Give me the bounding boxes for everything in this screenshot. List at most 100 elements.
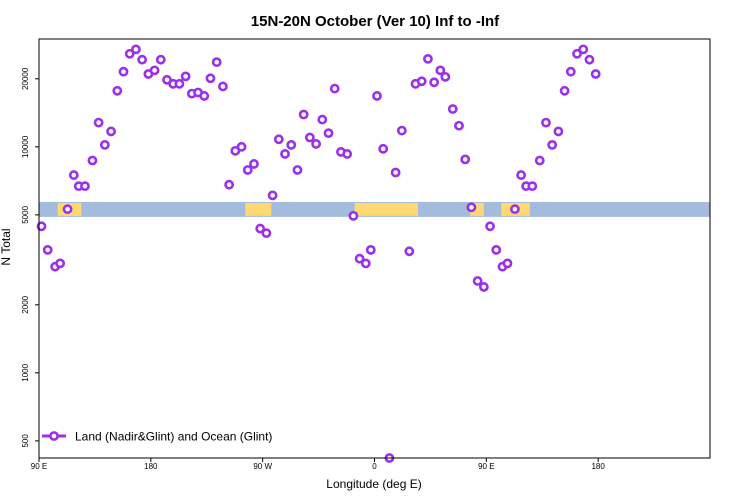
x-axis-ticks: 90 E 180 90 W 0 90 E 180	[31, 458, 605, 471]
data-point	[42, 244, 53, 255]
data-point	[396, 125, 407, 136]
data-point	[390, 167, 401, 178]
data-point	[559, 85, 570, 96]
data-point	[311, 139, 321, 149]
data-point	[378, 143, 389, 154]
legend: Land (Nadir&Glint) and Ocean (Glint)	[42, 430, 272, 444]
y-tick-label: 5000	[21, 205, 30, 223]
data-point	[87, 155, 98, 166]
data-point	[323, 128, 334, 139]
data-point	[304, 132, 315, 143]
data-point	[218, 81, 228, 92]
data-point	[404, 246, 415, 257]
legend-marker	[49, 431, 59, 441]
data-point	[565, 66, 576, 77]
x-tick-label: 90 E	[31, 462, 47, 471]
data-point	[273, 134, 284, 145]
data-point	[112, 85, 123, 96]
data-point	[460, 154, 471, 165]
data-point	[106, 126, 116, 137]
data-point	[68, 170, 79, 180]
legend-label: Land (Nadir&Glint) and Ocean (Glint)	[75, 430, 272, 444]
data-point	[292, 165, 303, 175]
y-tick-label: 10000	[21, 135, 30, 158]
data-point	[435, 65, 446, 76]
data-point	[541, 117, 551, 128]
data-point	[118, 66, 129, 77]
data-point	[329, 83, 340, 94]
data-point	[553, 126, 564, 137]
data-point	[584, 54, 595, 65]
map-strip	[39, 202, 710, 217]
y-tick-label: 20000	[21, 67, 30, 90]
data-point	[578, 44, 589, 55]
data-point	[516, 170, 527, 180]
data-point	[55, 258, 66, 269]
data-point	[205, 73, 216, 84]
x-tick-label: 180	[591, 462, 605, 471]
chart-title: 15N-20N October (Ver 10) Inf to -Inf	[251, 13, 500, 30]
y-axis-label: N Total	[0, 228, 13, 265]
data-point	[423, 53, 433, 64]
data-point	[286, 139, 297, 150]
data-point	[485, 221, 495, 232]
data-point	[348, 210, 359, 221]
data-point	[174, 78, 185, 89]
data-point	[149, 65, 160, 76]
data-point	[267, 190, 278, 201]
data-point	[236, 141, 247, 152]
data-point	[249, 159, 259, 169]
data-point	[80, 181, 90, 192]
data-point	[199, 91, 210, 101]
data-point	[365, 244, 376, 255]
x-tick-label: 0	[372, 462, 377, 471]
y-tick-label: 2000	[21, 295, 30, 313]
data-point	[534, 155, 545, 166]
data-point	[510, 204, 520, 215]
x-tick-label: 90 E	[478, 462, 494, 471]
data-point	[590, 69, 601, 79]
data-point	[440, 71, 451, 82]
data-point	[124, 48, 135, 59]
data-point	[261, 228, 272, 239]
y-axis-ticks: 500 1000 2000 5000 10000 20000	[21, 67, 39, 448]
data-point	[502, 258, 513, 269]
data-point	[131, 44, 141, 55]
x-tick-label: 180	[144, 462, 158, 471]
land-patch	[354, 203, 418, 216]
data-point	[447, 104, 458, 114]
x-axis-label: Longitude (deg E)	[326, 477, 421, 491]
data-point	[62, 204, 73, 215]
data-points	[36, 44, 601, 463]
data-point	[180, 71, 191, 82]
data-point	[342, 149, 353, 159]
data-point	[99, 139, 110, 150]
data-point	[527, 181, 538, 192]
data-point	[280, 149, 290, 159]
data-point	[472, 276, 483, 286]
data-point	[317, 114, 328, 125]
data-point	[255, 223, 266, 234]
data-point	[224, 179, 235, 190]
y-tick-label: 500	[21, 434, 30, 448]
data-point	[354, 253, 365, 264]
data-point	[360, 258, 371, 269]
data-point	[155, 54, 166, 65]
data-point	[211, 57, 222, 68]
data-point	[242, 165, 253, 175]
y-tick-label: 1000	[21, 363, 30, 381]
data-point	[454, 120, 464, 131]
data-point	[36, 221, 47, 232]
data-point	[416, 76, 427, 87]
data-point	[298, 109, 309, 120]
data-point	[572, 48, 582, 59]
data-point	[478, 282, 489, 292]
x-tick-label: 90 W	[253, 462, 272, 471]
data-point	[466, 202, 477, 213]
land-patch	[245, 203, 272, 216]
data-point	[429, 77, 440, 88]
data-point	[372, 91, 382, 101]
data-point	[547, 139, 558, 150]
data-point	[93, 117, 104, 128]
